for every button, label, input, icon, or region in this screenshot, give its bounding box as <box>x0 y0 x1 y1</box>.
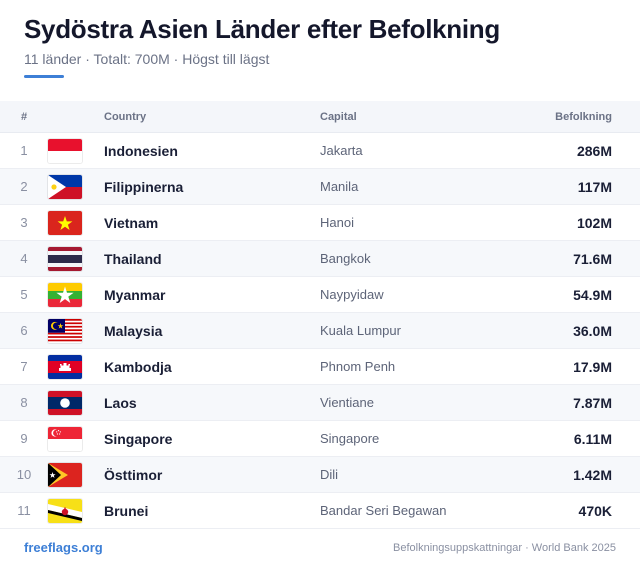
footer-source: Befolkningsuppskattningar · World Bank 2… <box>393 541 616 554</box>
row-capital: Bandar Seri Begawan <box>320 503 447 518</box>
row-population: 7.87M <box>573 394 612 411</box>
row-rank: 8 <box>20 395 28 410</box>
footer-brand-link[interactable]: freeflags.org <box>24 540 103 555</box>
malaysia-flag-icon <box>48 318 82 343</box>
row-country: Myanmar <box>104 286 166 303</box>
laos-flag-icon <box>48 390 82 415</box>
row-country: Filippinerna <box>104 178 184 195</box>
table-row[interactable]: 6 Malaysia Kuala Lumpur 36.0M <box>0 313 640 349</box>
row-population: 17.9M <box>573 358 612 375</box>
row-population: 470K <box>578 502 612 519</box>
row-rank: 1 <box>20 143 28 158</box>
vietnam-flag-icon <box>48 210 82 235</box>
page-title: Sydöstra Asien Länder efter Befolkning <box>24 14 500 44</box>
row-rank: 3 <box>20 215 28 230</box>
column-header-rank[interactable]: # <box>20 110 28 123</box>
row-capital: Jakarta <box>320 143 363 158</box>
page-header: Sydöstra Asien Länder efter Befolkning 1… <box>24 14 616 78</box>
column-header-country[interactable]: Country <box>104 110 147 123</box>
table-row[interactable]: 10 Östtimor Dili 1.42M <box>0 457 640 493</box>
row-rank: 10 <box>16 467 32 482</box>
row-capital: Dili <box>320 467 339 482</box>
page-footer: freeflags.org Befolkningsuppskattningar … <box>24 540 616 555</box>
table-row[interactable]: 11 Brunei Bandar Seri Begawan 470K <box>0 493 640 529</box>
row-rank: 2 <box>20 179 28 194</box>
row-country: Thailand <box>104 250 162 267</box>
indonesia-flag-icon <box>48 138 82 163</box>
row-country: Vietnam <box>104 214 159 231</box>
row-country: Laos <box>104 394 137 411</box>
row-population: 71.6M <box>573 250 612 267</box>
row-country: Östtimor <box>104 466 163 483</box>
row-rank: 5 <box>20 287 28 302</box>
row-capital: Vientiane <box>320 395 374 410</box>
row-population: 102M <box>576 214 612 231</box>
singapore-flag-icon <box>48 426 82 451</box>
row-population: 117M <box>577 178 612 195</box>
brunei-flag-icon <box>48 498 82 523</box>
row-rank: 4 <box>20 251 28 266</box>
row-population: 36.0M <box>573 322 612 339</box>
row-population: 286M <box>576 142 612 159</box>
row-rank: 9 <box>20 431 28 446</box>
page-subtitle: 11 länder · Totalt: 700M · Högst till lä… <box>24 51 270 67</box>
row-capital: Bangkok <box>320 251 371 266</box>
row-rank: 7 <box>20 359 28 374</box>
myanmar-flag-icon <box>48 282 82 307</box>
row-country: Singapore <box>104 430 173 447</box>
table-row[interactable]: 7 Kambodja Phnom Penh 17.9M <box>0 349 640 385</box>
row-rank: 11 <box>17 503 31 518</box>
column-header-capital[interactable]: Capital <box>320 110 357 123</box>
row-population: 6.11M <box>573 430 612 447</box>
row-capital: Hanoi <box>320 215 354 230</box>
philippines-flag-icon <box>48 174 82 199</box>
row-population: 1.42M <box>573 466 612 483</box>
table-row[interactable]: 1 Indonesien Jakarta 286M <box>0 133 640 169</box>
row-capital: Naypyidaw <box>320 287 384 302</box>
table-row[interactable]: 8 Laos Vientiane 7.87M <box>0 385 640 421</box>
population-table: # Country Capital Befolkning 1 Indonesie… <box>0 101 640 529</box>
row-country: Brunei <box>104 502 149 519</box>
row-capital: Manila <box>320 179 359 194</box>
thailand-flag-icon <box>48 246 82 271</box>
row-country: Indonesien <box>104 142 178 159</box>
row-capital: Phnom Penh <box>320 359 396 374</box>
column-header-population[interactable]: Befolkning <box>555 110 612 123</box>
timor-leste-flag-icon <box>48 462 82 487</box>
table-row[interactable]: 4 Thailand Bangkok 71.6M <box>0 241 640 277</box>
row-country: Malaysia <box>104 322 163 339</box>
row-capital: Singapore <box>320 431 380 446</box>
row-rank: 6 <box>20 323 28 338</box>
cambodia-flag-icon <box>48 354 82 379</box>
row-country: Kambodja <box>104 358 172 375</box>
row-capital: Kuala Lumpur <box>320 323 401 338</box>
table-header: # Country Capital Befolkning <box>0 101 640 133</box>
accent-divider <box>24 75 64 78</box>
row-population: 54.9M <box>573 286 612 303</box>
table-row[interactable]: 3 Vietnam Hanoi 102M <box>0 205 640 241</box>
table-row[interactable]: 2 Filippinerna Manila 117M <box>0 169 640 205</box>
table-row[interactable]: 5 Myanmar Naypyidaw 54.9M <box>0 277 640 313</box>
table-row[interactable]: 9 Singapore Singapore 6.11M <box>0 421 640 457</box>
